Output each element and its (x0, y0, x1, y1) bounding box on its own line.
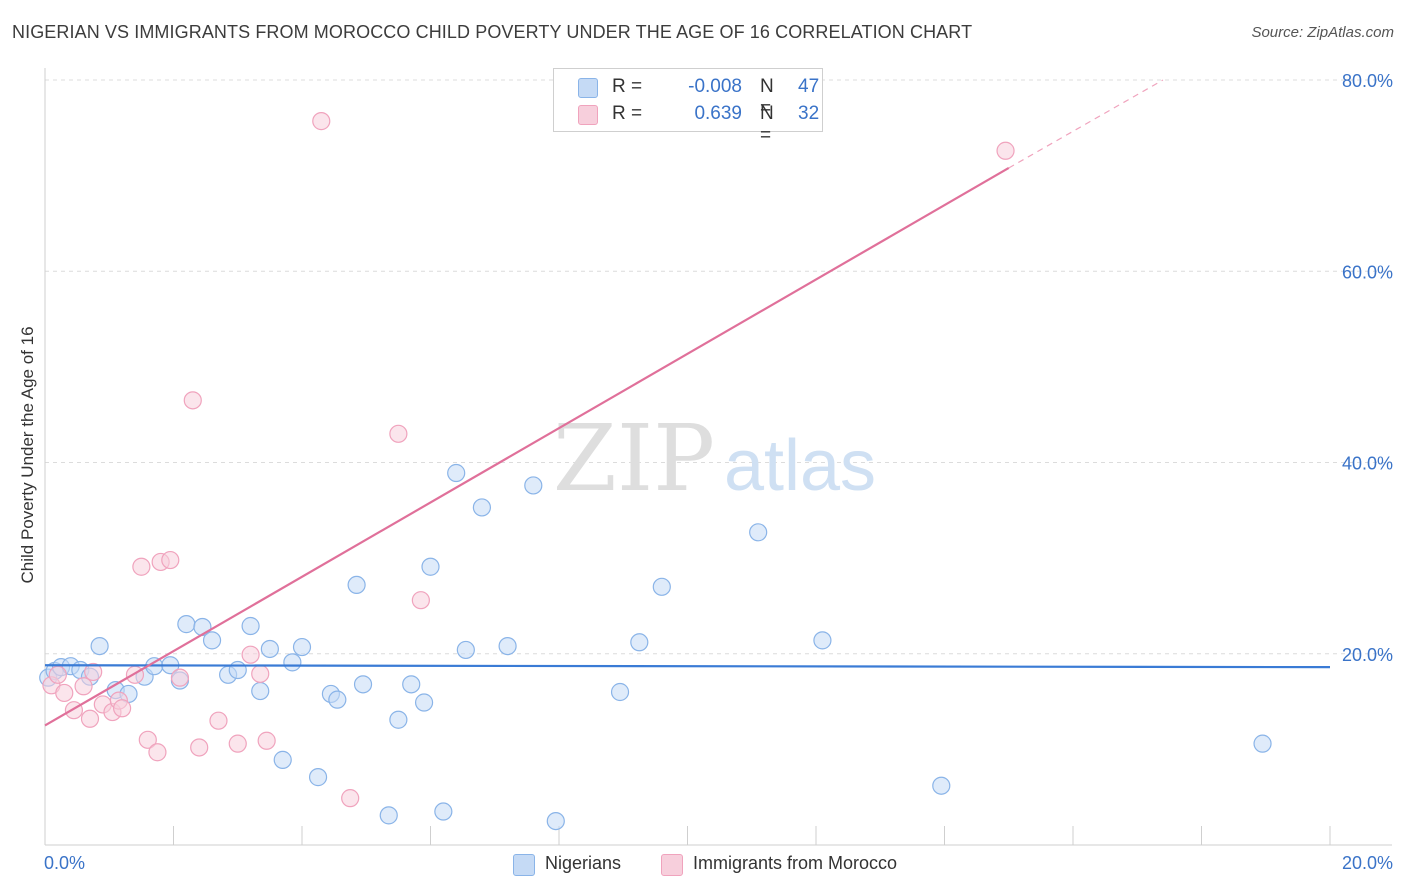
axes (44, 68, 1392, 846)
morocco-point (132, 557, 151, 576)
nigerians-point (610, 682, 630, 702)
data-points (39, 112, 1272, 831)
nigerians-point (177, 615, 196, 634)
n-value: 32 (798, 103, 820, 124)
morocco-point (48, 665, 67, 684)
morocco-point (257, 731, 276, 750)
morocco-point (161, 550, 180, 570)
nigerians-point (630, 633, 649, 652)
gridlines (45, 79, 1392, 655)
morocco-point (84, 662, 103, 682)
chart-title: NIGERIAN VS IMMIGRANTS FROM MOROCCO CHIL… (12, 22, 973, 42)
legend-swatch-morocco (661, 854, 683, 876)
nigerians-point (456, 640, 475, 660)
nigerians-point (283, 653, 302, 672)
nigerians-point (241, 616, 260, 636)
morocco-point (170, 668, 190, 687)
morocco-point (112, 699, 132, 718)
morocco-point (183, 391, 202, 410)
nigerians-point (379, 806, 398, 825)
watermark: ZIP atlas (553, 405, 876, 512)
morocco-point (251, 664, 270, 683)
nigerians-point (402, 675, 421, 694)
y-tick-label: 80.0% (1342, 71, 1393, 91)
watermark-zip: ZIP (553, 405, 715, 512)
nigerians-point (328, 690, 347, 709)
morocco-point (312, 112, 331, 131)
morocco-point (996, 141, 1015, 160)
r-label: R = (612, 76, 643, 97)
correlation-legend: R = -0.008 N = 47 R = 0.639 N = 32 (553, 68, 823, 146)
n-label: N = (760, 103, 774, 146)
y-axis-label: Child Poverty Under the Age of 16 (18, 326, 37, 584)
nigerians-point (546, 811, 565, 831)
nigerians-point (251, 681, 270, 701)
morocco-point (138, 730, 157, 749)
n-label: N = (760, 76, 774, 119)
legend-label-morocco: Immigrants from Morocco (693, 853, 898, 873)
morocco-point (80, 709, 100, 728)
nigerians-point (260, 639, 279, 659)
morocco-point (74, 677, 93, 696)
nigerians-point (498, 636, 517, 656)
legend-swatch-nigerians (578, 78, 598, 98)
y-tick-label: 60.0% (1342, 262, 1393, 282)
morocco-point (341, 789, 360, 808)
nigerians-point (652, 577, 671, 596)
nigerians-point (813, 631, 832, 650)
nigerians-trend-line (44, 664, 1331, 669)
source-label: Source: ZipAtlas.com (1251, 24, 1394, 41)
nigerians-point (434, 802, 453, 821)
r-value: -0.008 (688, 76, 742, 97)
morocco-trend-line (44, 167, 1010, 727)
morocco-trend-extension (1008, 79, 1164, 169)
morocco-point (148, 743, 167, 762)
morocco-point (209, 711, 228, 730)
morocco-point (411, 591, 430, 610)
y-tick-label: 20.0% (1342, 645, 1393, 665)
r-value: 0.639 (694, 103, 742, 124)
morocco-point (190, 738, 209, 757)
morocco-point (241, 645, 260, 664)
y-tick-label: 40.0% (1342, 454, 1393, 474)
x-tick-label-max: 20.0% (1342, 853, 1393, 873)
nigerians-point (347, 575, 366, 595)
nigerians-point (353, 675, 373, 694)
tick-labels: 20.0% 40.0% 60.0% 80.0% 0.0% 20.0% (44, 71, 1393, 873)
nigerians-point (414, 693, 434, 712)
trend-lines (44, 79, 1331, 727)
n-value: 47 (798, 76, 820, 97)
nigerians-point (228, 660, 247, 680)
watermark-atlas: atlas (724, 426, 876, 506)
morocco-point (55, 683, 74, 703)
nigerians-point (273, 750, 292, 769)
nigerians-point (472, 498, 491, 517)
nigerians-point (524, 476, 543, 495)
nigerians-point (447, 463, 466, 483)
nigerians-point (932, 776, 951, 795)
nigerians-point (292, 637, 312, 657)
x-tick-label-min: 0.0% (44, 853, 85, 873)
nigerians-point (421, 557, 440, 576)
legend-swatch-nigerians (513, 854, 535, 876)
nigerians-point (1253, 734, 1272, 753)
nigerians-point (90, 636, 109, 656)
morocco-point (228, 734, 247, 753)
nigerians-point (389, 710, 408, 729)
legend-label-nigerians: Nigerians (545, 853, 622, 873)
r-label: R = (612, 103, 643, 124)
legend-swatch-morocco (578, 105, 598, 125)
nigerians-point (308, 768, 328, 787)
nigerians-point (749, 523, 768, 542)
nigerians-point (202, 631, 222, 650)
morocco-point (389, 424, 408, 443)
